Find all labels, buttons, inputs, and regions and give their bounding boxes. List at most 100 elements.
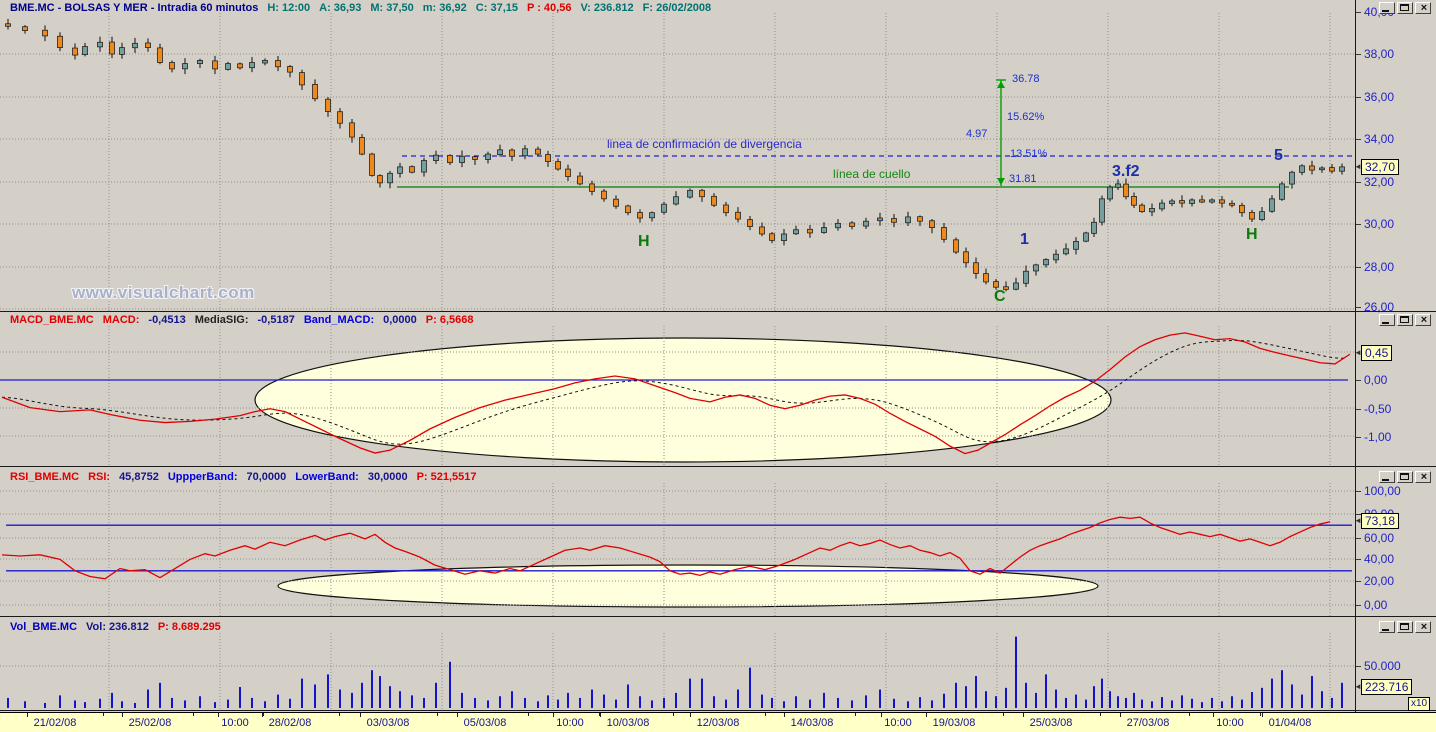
scale-tick	[1356, 224, 1361, 225]
time-axis-minor-tick	[1189, 713, 1190, 716]
annotation-label: H	[638, 233, 650, 250]
scale-tick-label: 0,00	[1364, 598, 1388, 612]
volume-panel-header: Vol_BME.MC Vol: 236.812 P: 8.689.295	[10, 621, 230, 633]
time-axis-minor-tick	[765, 713, 766, 716]
minimize-button-icon[interactable]	[1379, 314, 1395, 326]
maximize-button-icon[interactable]	[1397, 621, 1413, 633]
time-axis-tick	[553, 713, 554, 717]
price-marker-arrow-icon: ◄	[1354, 162, 1362, 171]
scale-tick	[1356, 139, 1361, 140]
header-field: Vol_BME.MC	[10, 621, 78, 633]
time-axis-tick	[1120, 713, 1121, 717]
time-axis-label: 05/03/08	[463, 717, 507, 729]
annotation-label: C	[994, 288, 1006, 305]
time-axis-label: 01/04/08	[1268, 717, 1312, 729]
rsi-window-controls: ×	[1379, 471, 1433, 484]
close-button-icon[interactable]: ×	[1415, 314, 1431, 326]
header-field: A: 36,93	[319, 2, 362, 14]
scale-tick	[1356, 437, 1361, 438]
header-field: LowerBand:	[295, 471, 359, 483]
time-axis-tick	[784, 713, 785, 717]
time-axis-label: 12/03/08	[696, 717, 740, 729]
last-price-box: 32,70	[1361, 159, 1400, 175]
macd-marker-arrow-icon: ◄	[1354, 348, 1362, 357]
time-axis-minor-tick	[673, 713, 674, 716]
time-axis-minor-tick	[103, 713, 104, 716]
time-axis-tick	[600, 713, 601, 717]
time-axis-tick	[690, 713, 691, 717]
header-field: MediaSIG:	[194, 314, 249, 326]
header-field: P : 40,56	[527, 2, 572, 14]
maximize-button-icon[interactable]	[1397, 314, 1413, 326]
time-axis-label: 27/03/08	[1126, 717, 1170, 729]
visualchart-watermark: www.visualchart.com	[72, 283, 255, 302]
header-field: Band_MACD:	[303, 314, 375, 326]
scale-tick	[1356, 267, 1361, 268]
volume-value-box: 223.716	[1361, 679, 1413, 695]
rsi-value-box: 73,18	[1361, 513, 1400, 529]
close-button-icon[interactable]: ×	[1415, 621, 1431, 633]
time-axis-label: 19/03/08	[932, 717, 976, 729]
price-panel-header: BME.MC - BOLSAS Y MER - Intradia 60 minu…	[10, 2, 720, 14]
scale-tick-label: 34,00	[1364, 132, 1395, 146]
annotation-label: línea de cuello	[833, 167, 911, 181]
time-axis-label: 25/02/08	[128, 717, 172, 729]
minimize-button-icon[interactable]	[1379, 2, 1395, 14]
panel-separator	[0, 311, 1436, 312]
chart-canvas[interactable]	[0, 0, 1355, 732]
scale-tick-label: 36,00	[1364, 90, 1395, 104]
header-field: 30,0000	[367, 471, 408, 483]
annotation-label: 5	[1274, 147, 1283, 164]
minimize-button-icon[interactable]	[1379, 471, 1395, 483]
scale-tick-label: -0,50	[1364, 402, 1392, 416]
scale-tick-label: 26,00	[1364, 300, 1395, 314]
time-axis-tick	[27, 713, 28, 717]
time-axis-tick	[218, 713, 219, 717]
minimize-button-icon[interactable]	[1379, 621, 1395, 633]
annotation-label: 4.97	[966, 128, 988, 140]
scale-tick-label: 28,00	[1364, 260, 1395, 274]
maximize-button-icon[interactable]	[1397, 471, 1413, 483]
header-field: F: 26/02/2008	[642, 2, 712, 14]
scale-tick	[1356, 97, 1361, 98]
time-axis-label: 10:00	[884, 717, 912, 729]
annotation-label: 3.f2	[1112, 163, 1140, 180]
volume-window-controls: ×	[1379, 621, 1433, 634]
time-axis-label: 10:00	[556, 717, 584, 729]
time-axis-minor-tick	[855, 713, 856, 716]
scale-tick-label: -1,00	[1364, 430, 1392, 444]
scale-tick-label: 60,00	[1364, 531, 1395, 545]
header-field: P: 6,5668	[425, 314, 474, 326]
scale-tick-label: 0,00	[1364, 373, 1388, 387]
time-axis-label: 14/03/08	[790, 717, 834, 729]
time-axis-label: 10:00	[221, 717, 249, 729]
volume-multiplier-badge: x10	[1408, 697, 1431, 711]
header-field: C: 37,15	[475, 2, 518, 14]
time-axis-tick	[926, 713, 927, 717]
time-axis-minor-tick	[263, 713, 264, 716]
time-axis-minor-tick	[1003, 713, 1004, 716]
header-field: V: 236.812	[580, 2, 634, 14]
scale-tick	[1356, 491, 1361, 492]
header-field: P: 521,5517	[416, 471, 477, 483]
header-field: UppperBand:	[167, 471, 238, 483]
scale-tick-label: 50.000	[1364, 659, 1401, 673]
close-button-icon[interactable]: ×	[1415, 2, 1431, 14]
maximize-button-icon[interactable]	[1397, 2, 1413, 14]
rsi-marker-arrow-icon: ◄	[1354, 516, 1362, 525]
scale-tick	[1356, 409, 1361, 410]
header-field: m: 36,92	[422, 2, 467, 14]
time-axis-label: 03/03/08	[366, 717, 410, 729]
scale-tick-label: 38,00	[1364, 47, 1395, 61]
close-button-icon[interactable]: ×	[1415, 471, 1431, 483]
scale-tick	[1356, 12, 1361, 13]
time-axis-tick	[881, 713, 882, 717]
time-axis-tick	[457, 713, 458, 717]
header-field: -0,4513	[148, 314, 186, 326]
scale-tick-label: 20,00	[1364, 574, 1395, 588]
time-axis-minor-tick	[339, 713, 340, 716]
annotation-label: linea de confirmación de divergencia	[607, 137, 802, 151]
time-axis-label: 28/02/08	[268, 717, 312, 729]
time-axis[interactable]: 21/02/08 25/02/08 10:00 28/02/08 03/03/08 05/…	[0, 712, 1436, 732]
